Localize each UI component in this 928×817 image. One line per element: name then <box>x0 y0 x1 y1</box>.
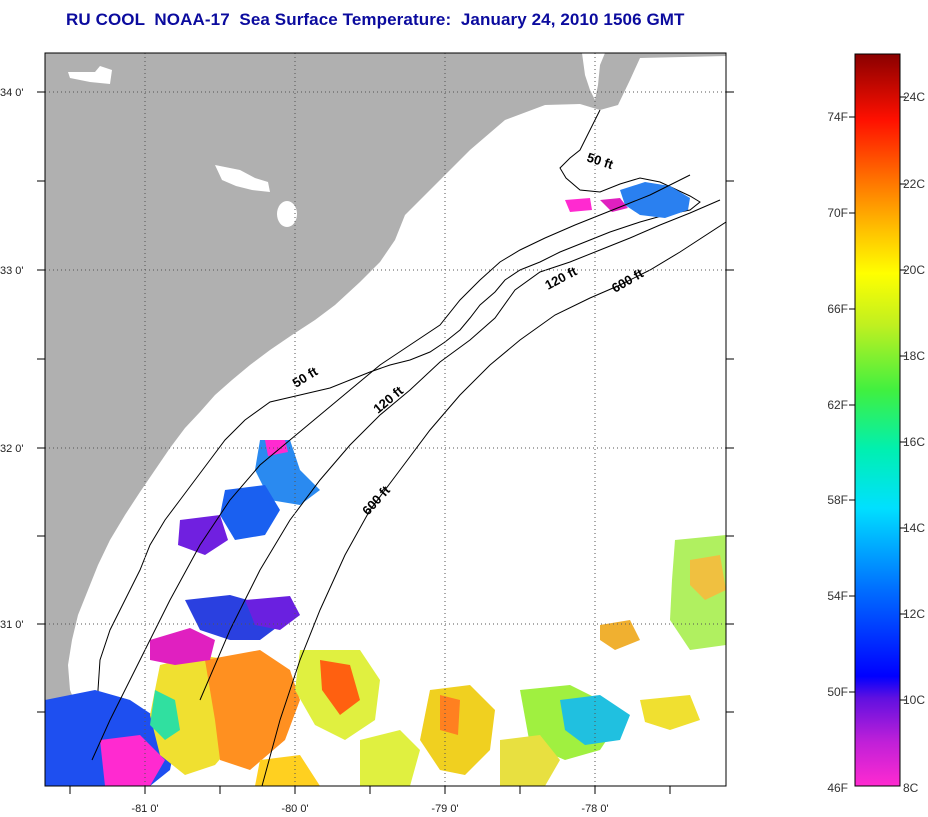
map-frame <box>44 52 727 787</box>
lon-tick-label: -81 0' <box>131 803 158 815</box>
map-title: RU COOL NOAA-17 Sea Surface Temperature:… <box>66 10 685 29</box>
lat-tick-label: 33 0' <box>0 265 24 277</box>
land-area <box>45 53 726 786</box>
colorbar-c-label: 8C <box>903 781 919 795</box>
colorbar-c-label: 16C <box>903 435 925 449</box>
lon-tick-label: -80 0' <box>281 803 308 815</box>
colorbar-f-label: 62F <box>827 398 848 412</box>
colorbar-c-label: 12C <box>903 607 925 621</box>
inland-lake <box>68 66 112 84</box>
colorbar-f-label: 70F <box>827 206 848 220</box>
contour-50ft <box>91 174 691 761</box>
inland-lake <box>277 201 297 227</box>
colorbar-c-label: 20C <box>903 263 925 277</box>
tick-marks <box>37 91 734 794</box>
colorbar <box>854 53 901 787</box>
colorbar-f-label: 66F <box>827 302 848 316</box>
lat-tick-label: 34 0' <box>0 87 24 99</box>
colorbar-f-label: 74F <box>827 110 848 124</box>
colorbar-c-label: 22C <box>903 177 925 191</box>
grid-lines <box>45 53 726 786</box>
colorbar-f-label: 46F <box>827 781 848 795</box>
contour-120ft <box>199 199 721 701</box>
coastline <box>97 109 701 786</box>
lon-tick-label: -79 0' <box>431 803 458 815</box>
contour-600ft <box>261 221 726 786</box>
lat-tick-label: 31 0' <box>0 619 24 631</box>
colorbar-c-label: 18C <box>903 349 925 363</box>
colorbar-ticks <box>849 96 906 701</box>
colorbar-c-label: 14C <box>903 521 925 535</box>
colorbar-f-label: 58F <box>827 493 848 507</box>
lon-tick-label: -78 0' <box>581 803 608 815</box>
colorbar-f-label: 54F <box>827 589 848 603</box>
colorbar-c-label: 10C <box>903 693 925 707</box>
sst-pixels <box>45 182 726 786</box>
colorbar-f-label: 50F <box>827 685 848 699</box>
inland-lake <box>215 165 270 192</box>
lat-tick-label: 32 0' <box>0 443 24 455</box>
colorbar-c-label: 24C <box>903 90 925 104</box>
